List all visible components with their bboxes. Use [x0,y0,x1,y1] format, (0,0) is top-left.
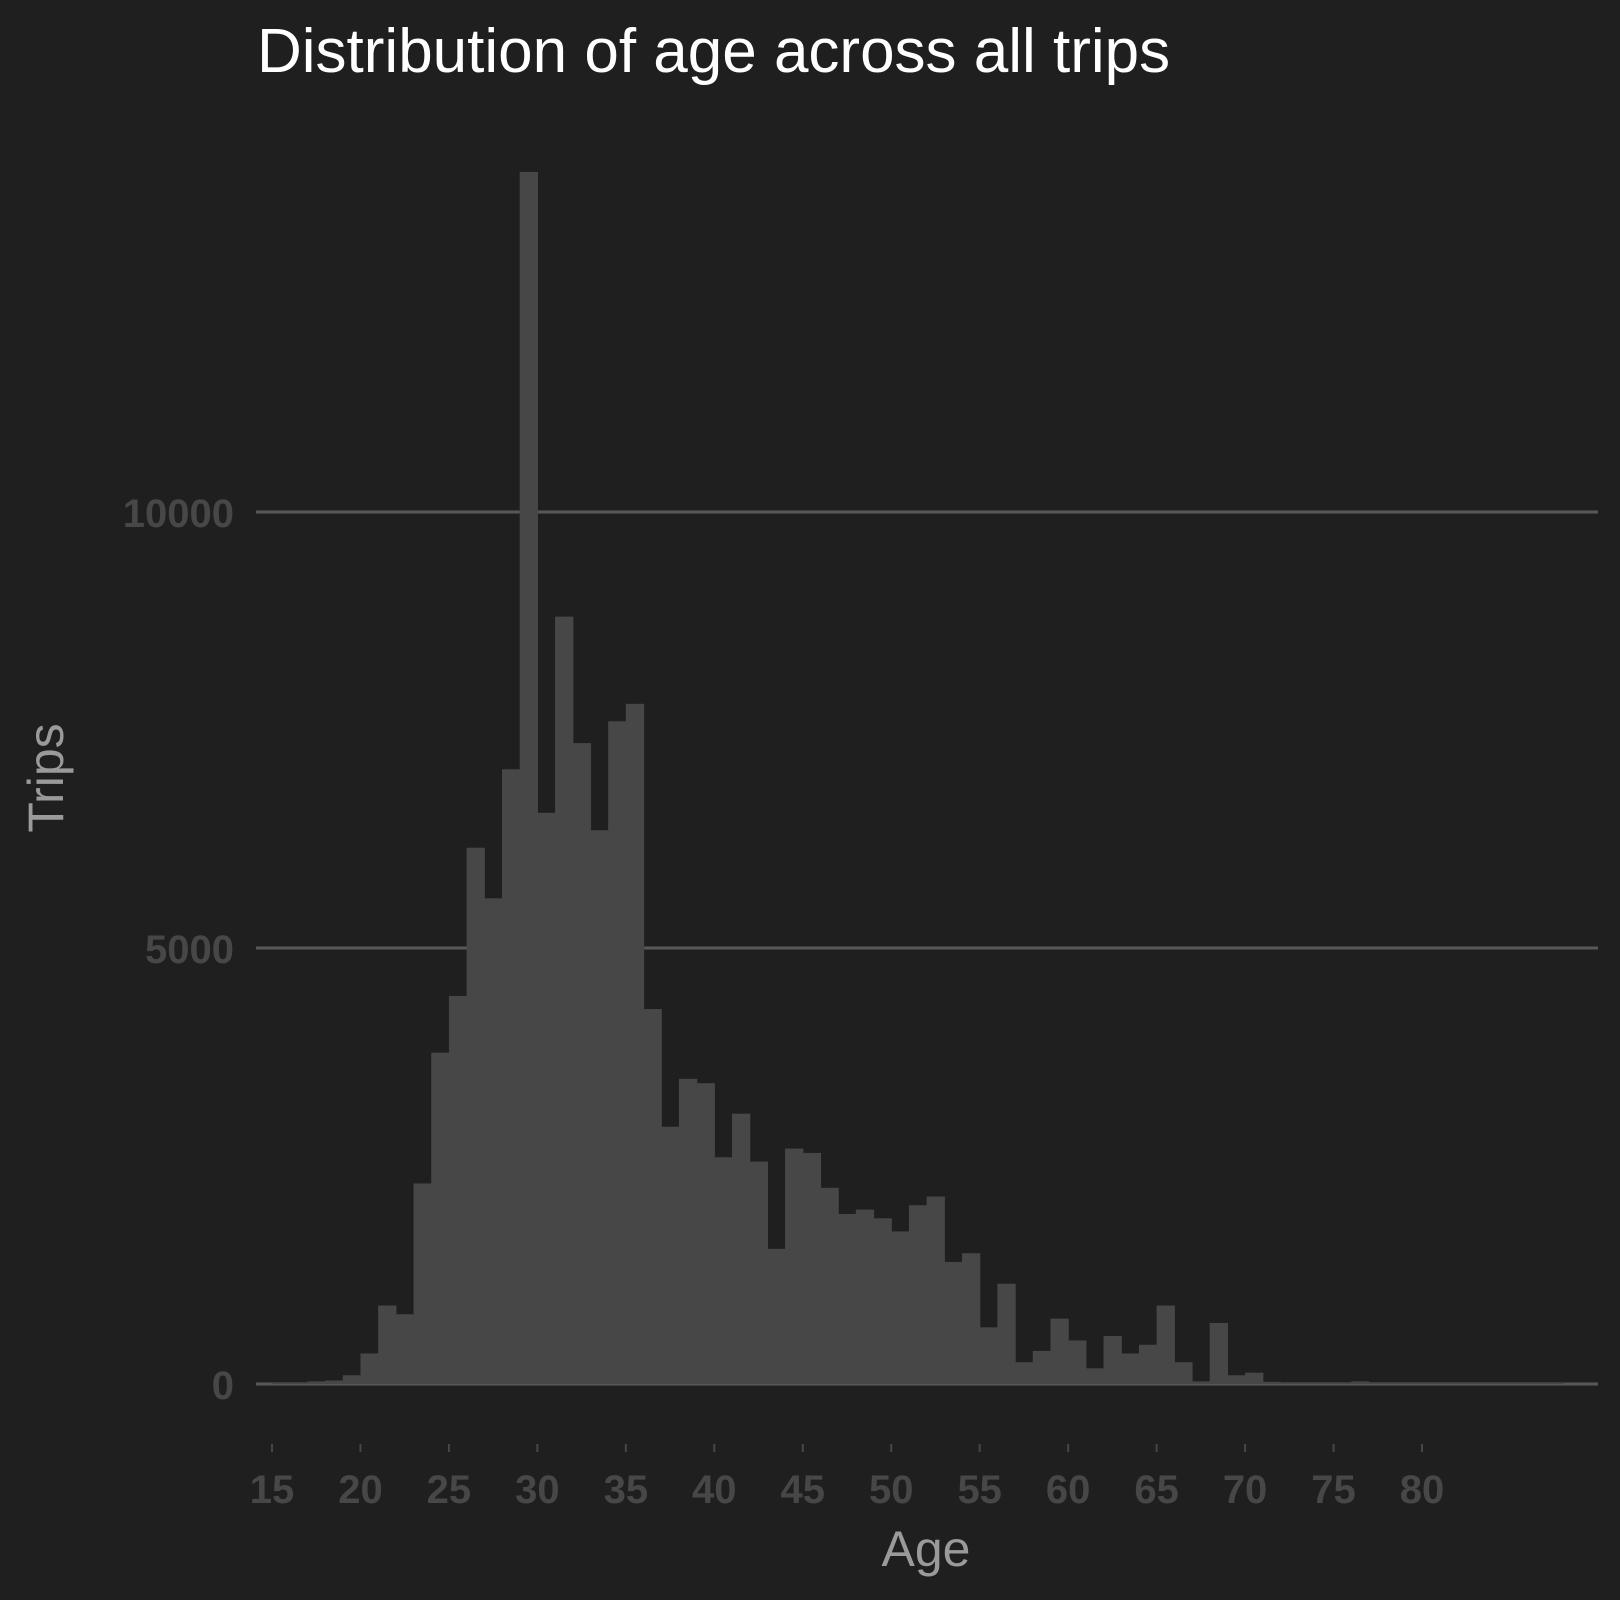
histogram-bar [997,1283,1016,1384]
histogram-bar [325,1380,344,1384]
histogram-bar [1528,1383,1547,1384]
histogram-bar [1103,1336,1122,1384]
x-tick-label: 70 [1223,1468,1268,1512]
histogram-bar [1386,1382,1405,1384]
histogram-bar [1368,1382,1388,1384]
histogram-bar [873,1218,892,1384]
histogram-bar [342,1375,362,1384]
histogram-bar [537,812,556,1384]
histogram-bar [1050,1318,1069,1384]
x-tick-label: 25 [427,1468,472,1512]
histogram-bar [1015,1362,1034,1384]
histogram-bar [1068,1340,1087,1384]
x-tick-label: 40 [692,1468,737,1512]
histogram-bar [643,1009,662,1384]
x-axis-ticks: 15 20 25 30 35 40 45 50 55 60 65 70 75 80 [250,1444,1445,1512]
histogram-bar [696,1083,715,1384]
histogram-bar [1280,1382,1299,1384]
histogram-bar [1138,1344,1158,1384]
histogram-bar [502,769,521,1384]
histogram-bar [926,1196,945,1384]
histogram-bar [749,1161,768,1384]
histogram-bar [855,1209,875,1384]
y-tick-label: 0 [212,1364,234,1408]
histogram-bar [820,1187,839,1384]
histogram-bar [466,847,485,1384]
x-tick-label: 80 [1400,1468,1445,1512]
histogram-bar [1492,1383,1512,1384]
x-tick-label: 45 [781,1468,826,1512]
histogram-bar [1439,1383,1458,1384]
histogram-bar [519,171,538,1384]
histogram-bar [661,1126,680,1384]
histogram-bar [785,1148,804,1384]
x-tick-label: 55 [957,1468,1002,1512]
histogram-bar [431,1052,450,1384]
histogram-bar [1192,1381,1211,1384]
histogram-bar [1333,1382,1352,1384]
histogram-bar [714,1157,733,1384]
histogram-bar [1032,1350,1052,1384]
histogram-bar [307,1381,326,1384]
histogram-bar [1404,1382,1423,1384]
x-tick-label: 30 [515,1468,560,1512]
histogram-bar [378,1305,397,1384]
x-tick-label: 60 [1046,1468,1091,1512]
histogram-bar [979,1327,998,1384]
histogram-bar [608,721,627,1384]
chart-title: Distribution of age across all trips [257,17,1170,86]
histogram-bar [802,1152,822,1384]
histogram-bar [767,1248,786,1384]
histogram-bar [1457,1383,1476,1384]
histogram-bars [272,171,1565,1384]
histogram-bar [908,1205,928,1384]
y-tick-label: 5000 [145,928,234,972]
histogram-bar [1315,1382,1335,1384]
histogram-bar [962,1253,981,1384]
histogram-bar [289,1382,308,1384]
histogram-bar [1156,1305,1175,1384]
histogram-bar [944,1261,963,1384]
histogram-bar [678,1078,698,1384]
histogram-bar [732,1113,751,1384]
histogram-bar [272,1383,291,1384]
histogram-bar [1351,1381,1370,1384]
histogram-bar [1262,1381,1282,1384]
x-tick-label: 75 [1311,1468,1356,1512]
histogram-bar [1174,1362,1193,1384]
histogram-bar [1209,1322,1228,1384]
histogram-bar [1475,1383,1494,1384]
x-tick-label: 50 [869,1468,914,1512]
histogram-bar [484,898,503,1384]
histogram-bar [625,703,645,1384]
histogram-bar [1510,1383,1529,1384]
histogram-bar [1121,1353,1140,1384]
x-tick-label: 15 [250,1468,295,1512]
histogram-bar [360,1353,379,1384]
histogram-bar [1085,1368,1105,1384]
histogram-bar [413,1183,432,1384]
histogram-bar [395,1314,415,1384]
histogram-bar [1545,1383,1565,1384]
histogram-bar [1227,1375,1246,1384]
histogram-bar [590,830,609,1384]
histogram-bar [1245,1372,1264,1384]
x-tick-label: 35 [604,1468,649,1512]
x-tick-label: 65 [1134,1468,1179,1512]
x-axis-title: Age [882,1521,971,1577]
histogram-bar [572,743,592,1384]
histogram-bar [1422,1382,1441,1384]
histogram-bar [1298,1382,1317,1384]
x-tick-label: 20 [338,1468,383,1512]
y-axis-ticks: 0 5000 10000 [123,492,234,1408]
histogram-bar [555,616,574,1384]
histogram-bar [838,1213,857,1384]
histogram-bar [891,1231,910,1384]
y-axis-title: Trips [18,723,74,832]
y-tick-label: 10000 [123,492,234,536]
histogram-bar [448,995,468,1384]
